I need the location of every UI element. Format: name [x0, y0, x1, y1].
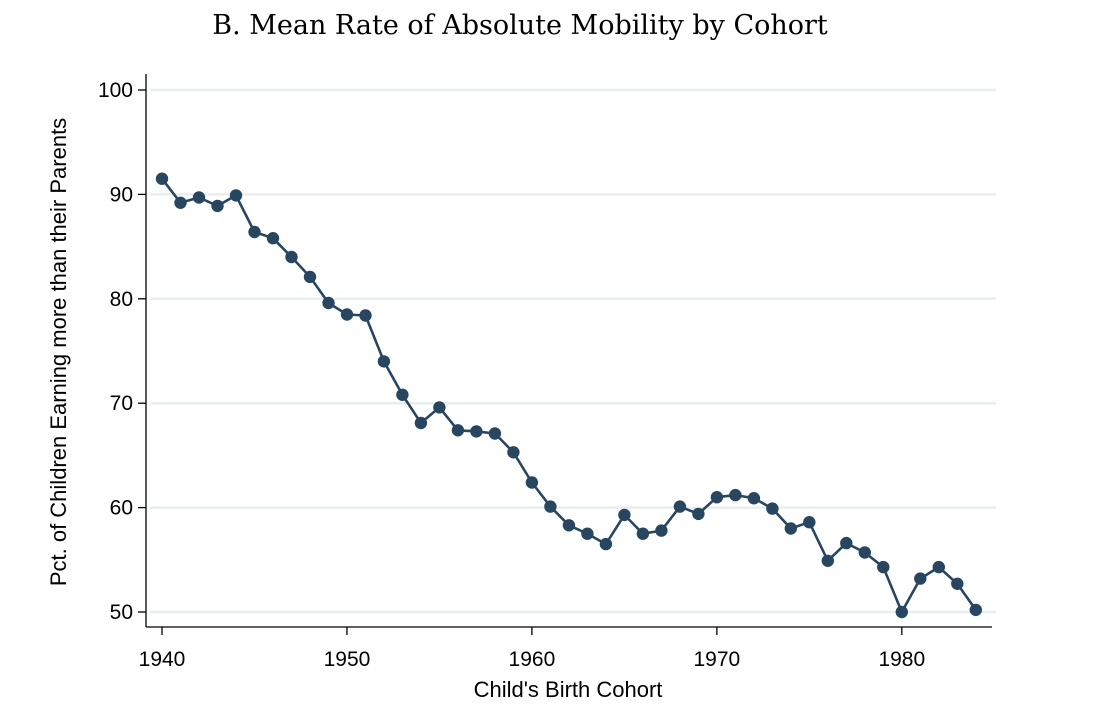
chart-title: B. Mean Rate of Absolute Mobility by Coh… — [212, 10, 828, 41]
data-point-1955 — [433, 401, 446, 414]
axes — [145, 74, 992, 628]
data-point-1970 — [710, 491, 724, 504]
y-tick-label: 60 — [110, 497, 133, 520]
data-point-1964 — [599, 537, 613, 551]
x-tick-label: 1950 — [324, 648, 371, 671]
data-point-1979 — [877, 560, 890, 574]
data-point-1941 — [174, 196, 187, 209]
data-point-1969 — [692, 507, 705, 521]
data-point-1978 — [858, 546, 871, 559]
data-point-1961 — [544, 500, 557, 513]
data-point-1948 — [303, 270, 317, 284]
series — [155, 172, 982, 619]
data-point-1960 — [525, 476, 539, 489]
data-point-1940 — [155, 172, 169, 185]
data-point-1942 — [192, 191, 206, 204]
y-tick-label: 50 — [110, 601, 133, 624]
data-point-1971 — [729, 488, 742, 502]
data-point-1973 — [766, 502, 779, 515]
data-point-1957 — [470, 425, 483, 438]
data-point-1968 — [673, 500, 687, 513]
data-point-1967 — [655, 524, 668, 537]
data-point-1966 — [636, 527, 650, 540]
data-point-1947 — [285, 250, 298, 264]
y-axis-title: Pct. of Children Earning more than their… — [46, 118, 71, 586]
data-point-1980 — [895, 605, 908, 619]
data-point-1984 — [969, 603, 982, 617]
data-point-1943 — [211, 199, 224, 213]
data-point-1958 — [488, 427, 502, 440]
x-tick-label: 1960 — [509, 648, 556, 671]
x-tick-label: 1980 — [878, 648, 925, 671]
data-point-1950 — [340, 308, 354, 321]
data-point-1975 — [803, 516, 816, 529]
y-tick-label: 70 — [110, 392, 133, 415]
data-point-1951 — [359, 309, 372, 322]
x-tick-label: 1940 — [139, 648, 186, 671]
gridlines — [150, 88, 996, 614]
data-point-1945 — [248, 225, 261, 239]
x-tick-label: 1970 — [694, 648, 741, 671]
data-point-1959 — [507, 446, 520, 459]
data-point-1963 — [581, 527, 594, 540]
data-point-1953 — [396, 388, 409, 401]
data-point-1944 — [229, 189, 243, 202]
ticks: 50 60 70 80 90 100 1940 1950 1960 1970 1980 — [98, 79, 925, 671]
y-tick-label: 90 — [110, 183, 133, 206]
y-tick-label: 100 — [98, 79, 133, 102]
data-point-1949 — [322, 296, 335, 310]
data-point-1956 — [451, 424, 465, 437]
y-tick-label: 80 — [110, 288, 133, 311]
data-point-1981 — [914, 572, 927, 585]
data-point-1965 — [618, 508, 631, 522]
data-point-1977 — [840, 536, 853, 550]
data-point-1962 — [562, 519, 576, 532]
x-axis-title: Child's Birth Cohort — [474, 677, 663, 702]
data-point-1954 — [414, 416, 428, 430]
data-point-1983 — [951, 577, 964, 590]
data-point-1982 — [932, 560, 945, 574]
data-point-1946 — [266, 232, 280, 245]
series-line — [160, 177, 977, 614]
data-point-1974 — [784, 522, 797, 535]
data-point-1972 — [747, 492, 761, 505]
data-point-1976 — [821, 554, 834, 567]
data-point-1952 — [377, 355, 391, 368]
